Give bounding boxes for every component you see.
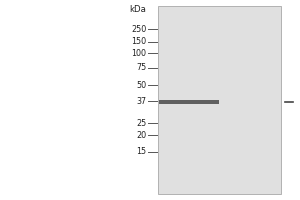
Text: kDa: kDa [130, 4, 146, 14]
Text: 20: 20 [136, 130, 146, 140]
Text: 250: 250 [131, 24, 146, 33]
Text: 25: 25 [136, 118, 146, 128]
Text: 75: 75 [136, 64, 146, 72]
Text: 50: 50 [136, 81, 146, 90]
Text: 100: 100 [131, 48, 146, 58]
Bar [159, 100, 219, 104]
Text: 37: 37 [136, 97, 146, 106]
Text: 150: 150 [131, 38, 146, 46]
Bar [158, 6, 280, 194]
Text: 15: 15 [136, 148, 146, 156]
